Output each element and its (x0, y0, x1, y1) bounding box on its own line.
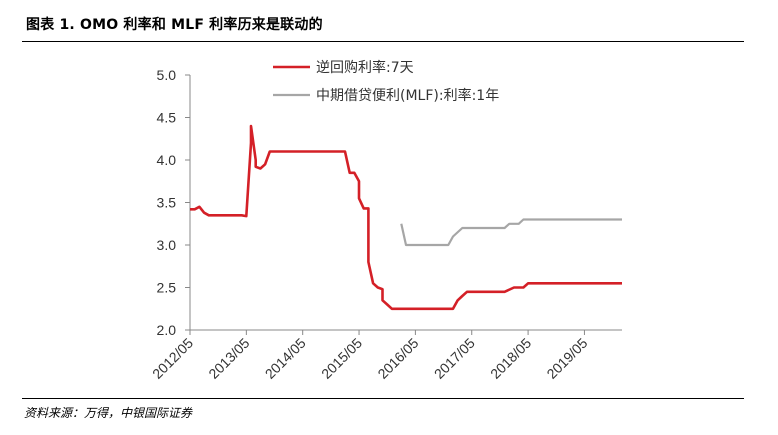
top-rule (22, 41, 744, 42)
x-tick-label: 2012/05 (149, 335, 196, 382)
line-chart: 2.0 2.5 3.0 3.5 4.0 4.5 5.0 2012/05 2013/05 2014/… (149, 59, 622, 382)
chart-axes: 2.0 2.5 3.0 3.5 4.0 4.5 5.0 2012/05 2013/05 2014/… (149, 67, 622, 382)
x-tick-label: 2017/05 (431, 335, 478, 382)
x-tick-label: 2016/05 (374, 335, 421, 382)
y-tick-label: 3.0 (157, 237, 177, 253)
source-note: 资料来源：万得，中银国际证券 (24, 406, 193, 420)
y-tick-label: 5.0 (157, 67, 177, 83)
x-tick-label: 2014/05 (262, 335, 309, 382)
x-tick-label: 2018/05 (487, 335, 534, 382)
figure-caption: 图表 1. OMO 利率和 MLF 利率历来是联动的 (26, 17, 323, 33)
legend-label: 中期借贷便利(MLF):利率:1年 (316, 87, 499, 104)
y-tick-label: 4.0 (157, 152, 177, 168)
x-tick-label: 2015/05 (318, 335, 365, 382)
y-tick-label: 3.5 (157, 195, 177, 211)
x-tick-label: 2019/05 (543, 335, 590, 382)
y-tick-label: 2.5 (157, 280, 177, 296)
mlf-rate-line (400, 218, 622, 247)
x-tick-label: 2013/05 (205, 335, 252, 382)
y-tick-label: 2.0 (157, 322, 177, 338)
bottom-rule (22, 398, 744, 399)
omo-rate-line (190, 124, 622, 311)
y-tick-label: 4.5 (157, 110, 177, 126)
legend-label: 逆回购利率:7天 (316, 59, 414, 76)
chart-series (190, 124, 622, 311)
